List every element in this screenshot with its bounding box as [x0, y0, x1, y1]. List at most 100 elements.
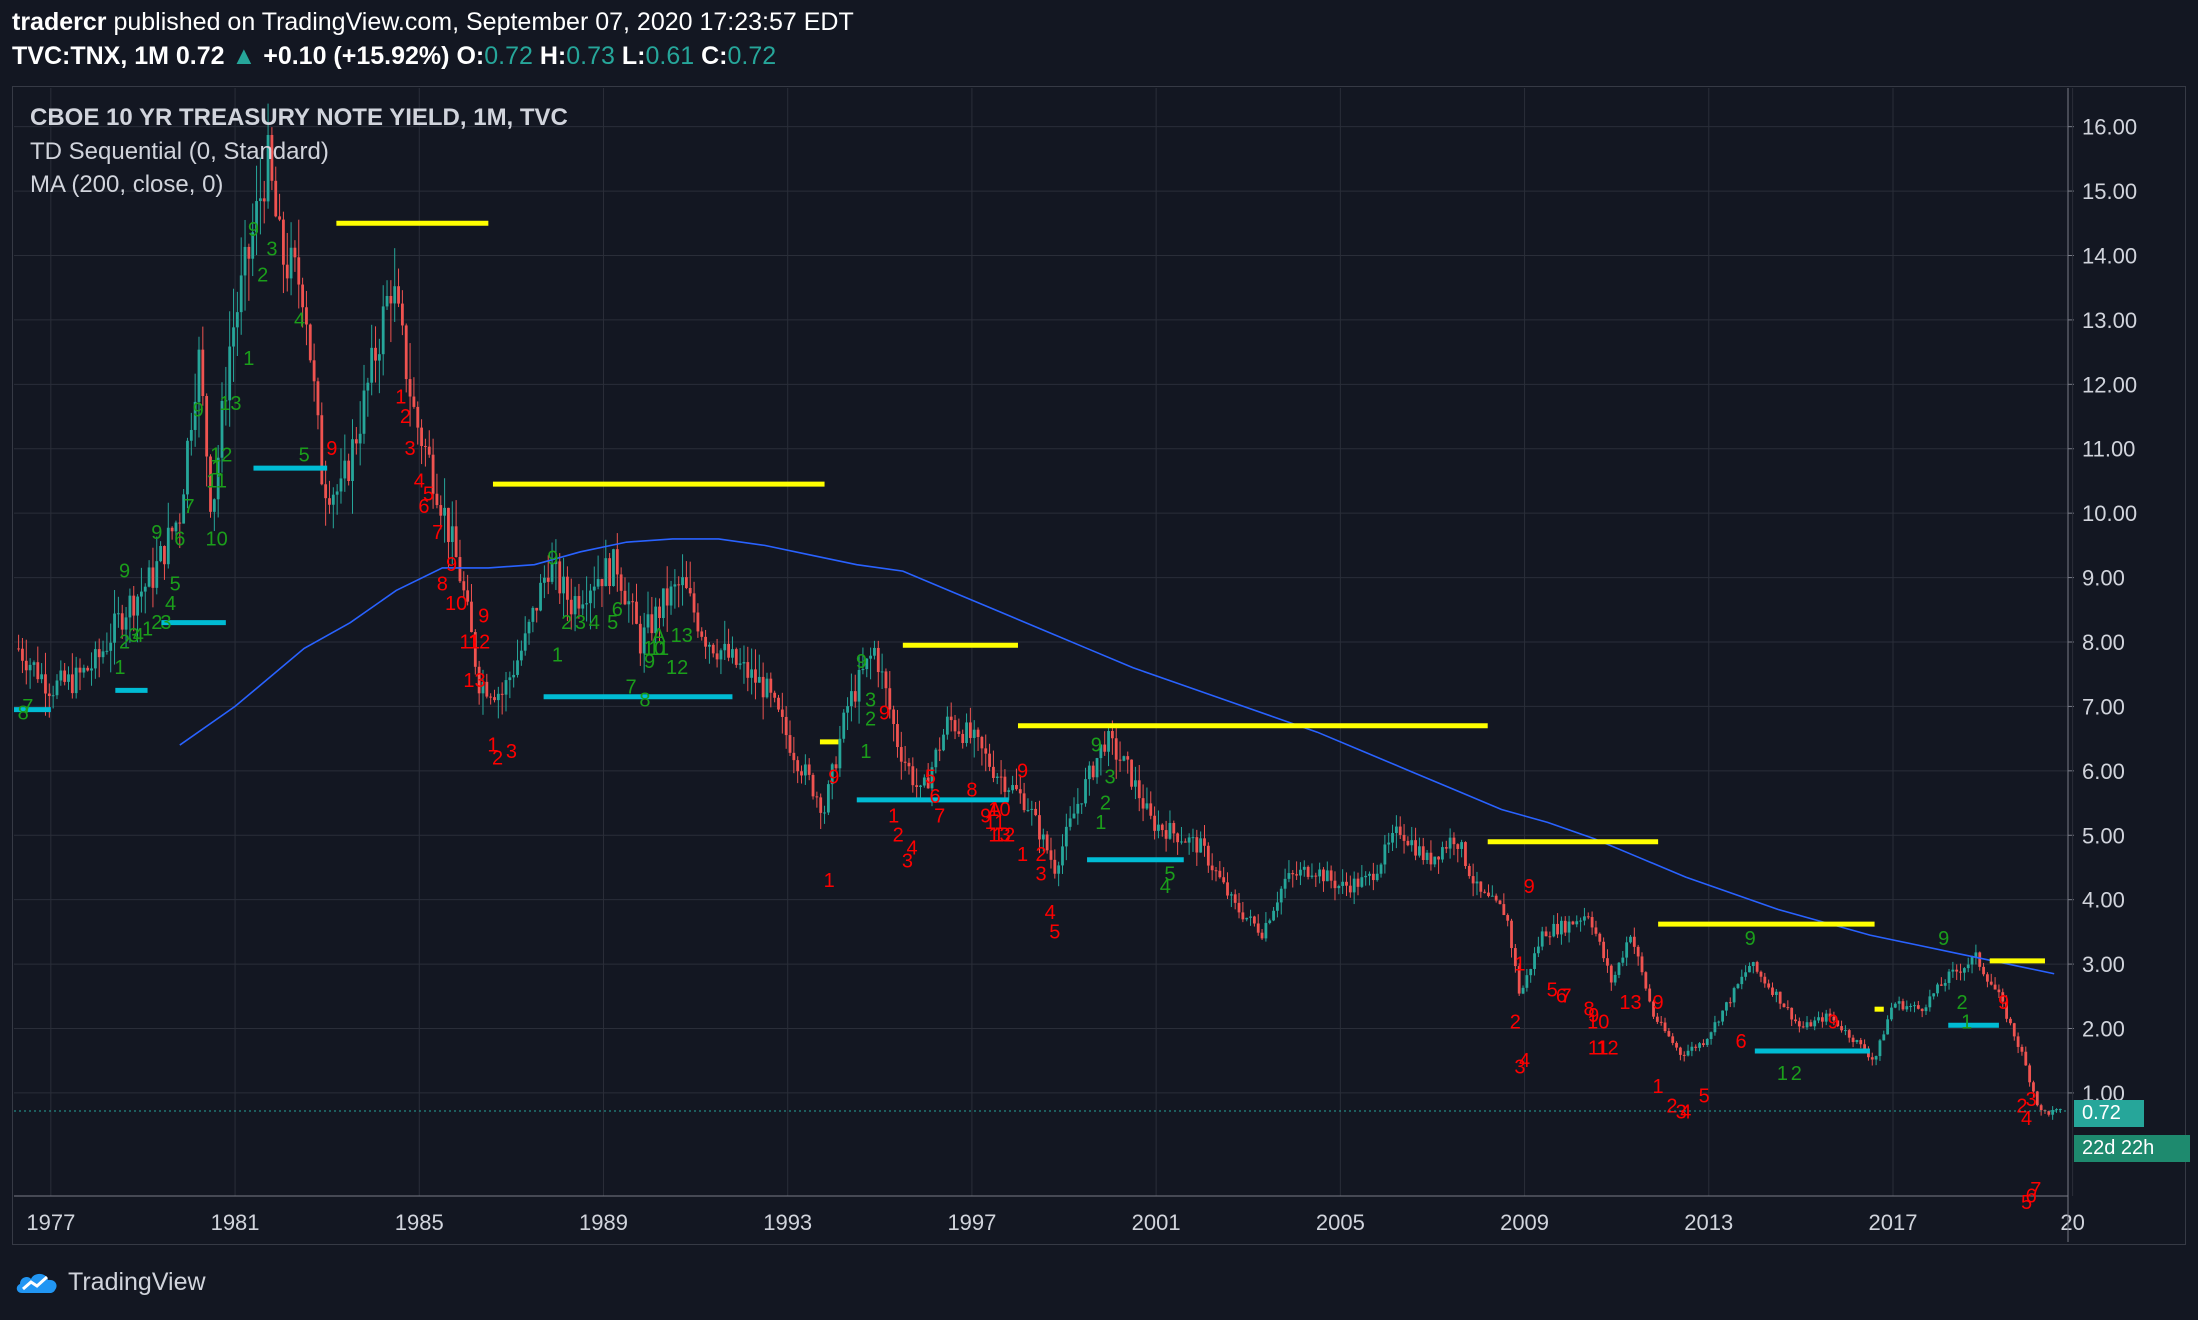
candle-body: [1916, 1005, 1920, 1009]
candle-body: [1172, 823, 1176, 834]
candle-body: [67, 674, 70, 682]
td-count-label: 11: [1588, 1037, 1609, 1059]
indicator-moving-average[interactable]: MA (200, close, 0): [30, 171, 224, 198]
td-count-label: 7: [2030, 1179, 2041, 1201]
candle-body: [447, 507, 450, 543]
candle-body: [1084, 779, 1087, 804]
current-price-badge: 0.72: [2074, 1100, 2144, 1127]
candle-body: [539, 582, 542, 611]
td-count-label: 10: [988, 799, 1010, 821]
candle-body: [1183, 841, 1187, 843]
td-count-label: 1: [142, 619, 153, 641]
candle-body: [105, 650, 109, 652]
candle-body: [435, 493, 439, 506]
candle-body: [1471, 876, 1475, 884]
candle-body: [1464, 842, 1467, 866]
chart-title: CBOE 10 YR TREASURY NOTE YIELD, 1M, TVC: [30, 104, 568, 131]
candle-body: [116, 613, 120, 615]
candle-body: [1022, 793, 1026, 811]
td-count-label: 2: [561, 612, 572, 634]
candle-body: [1828, 1013, 1832, 1017]
candle-body: [124, 617, 128, 630]
candle-body: [1494, 895, 1498, 901]
candle-body: [1030, 808, 1034, 810]
candle-body: [861, 669, 865, 671]
candle-body: [1456, 844, 1460, 849]
candle-body: [750, 669, 754, 678]
candle-body: [427, 446, 431, 455]
candle-body: [581, 604, 585, 609]
candle-body: [562, 576, 565, 594]
td-count-label: 3: [266, 238, 277, 260]
candle-body: [70, 674, 74, 694]
candle-body: [1061, 846, 1064, 866]
td-count-label: 3: [506, 741, 517, 763]
symbol-info: TVC:TNX, 1M 0.72 ▲ +0.10 (+15.92%) O:0.7…: [12, 42, 776, 71]
td-count-label: 7: [183, 496, 194, 518]
candle-body: [769, 678, 773, 693]
td-count-label: 1: [888, 805, 899, 827]
candle-body: [1091, 765, 1095, 778]
td-count-label: A: [652, 625, 666, 647]
candle-body: [28, 664, 32, 671]
candle-body: [677, 584, 681, 586]
candle-body: [358, 433, 362, 444]
candle-body: [2032, 1082, 2035, 1092]
last-price: 0.72: [175, 42, 225, 70]
candle-body: [1302, 866, 1306, 870]
candle-body: [1126, 756, 1130, 760]
candle-body: [585, 603, 589, 605]
candle-body: [504, 680, 508, 695]
td-count-label: 2: [400, 406, 411, 428]
td-count-label: 9: [1745, 928, 1756, 950]
brand-logo[interactable]: TradingView: [14, 1267, 206, 1297]
candle-body: [496, 693, 500, 701]
candle-body: [1713, 1022, 1717, 1033]
candle-body: [40, 674, 44, 680]
candle-body: [523, 633, 527, 651]
candle-body: [1352, 878, 1356, 893]
td-count-label: 1: [1653, 1076, 1664, 1098]
candle-body: [1176, 833, 1180, 843]
candle-body: [466, 590, 470, 602]
candle-body: [1222, 877, 1226, 883]
y-tick-label: 6.00: [2082, 759, 2125, 784]
candle-body: [220, 400, 224, 458]
candle-body: [761, 676, 765, 698]
indicator-td-sequential[interactable]: TD Sequential (0, Standard): [30, 138, 329, 165]
author-name[interactable]: tradercr: [12, 8, 107, 36]
candle-body: [201, 349, 205, 397]
chart-frame: [12, 86, 2186, 1245]
candle-body: [780, 709, 784, 717]
td-count-label: 3: [1514, 1057, 1525, 1079]
candle-body: [596, 579, 600, 587]
candle-body: [1360, 877, 1364, 887]
candle-body: [412, 396, 416, 407]
candle-body: [1314, 875, 1318, 877]
candle-body: [926, 777, 930, 789]
td-count-label: 9: [644, 651, 655, 673]
candle-body: [696, 612, 700, 632]
candle-body: [1644, 972, 1648, 989]
candle-body: [255, 201, 258, 233]
candle-body: [1149, 803, 1153, 816]
symbol-name[interactable]: TVC:TNX, 1M: [12, 42, 169, 70]
candle-body: [251, 232, 255, 259]
candle-body: [1287, 873, 1291, 879]
triangle-up-icon: ▲: [231, 42, 257, 70]
candle-body: [1041, 834, 1045, 840]
candle-body: [324, 484, 328, 499]
candle-body: [1974, 952, 1978, 958]
candle-body: [1160, 824, 1164, 831]
candle-body: [458, 557, 462, 582]
candle-body: [1057, 865, 1061, 874]
price-change: +0.10 (+15.92%): [263, 42, 450, 70]
candle-body: [757, 676, 761, 683]
candle-body: [1682, 1054, 1686, 1056]
candle-body: [1782, 1003, 1786, 1008]
candle-body: [1348, 885, 1352, 893]
candle-body: [1536, 946, 1540, 954]
candle-body: [128, 595, 132, 618]
candle-body: [1801, 1026, 1805, 1028]
